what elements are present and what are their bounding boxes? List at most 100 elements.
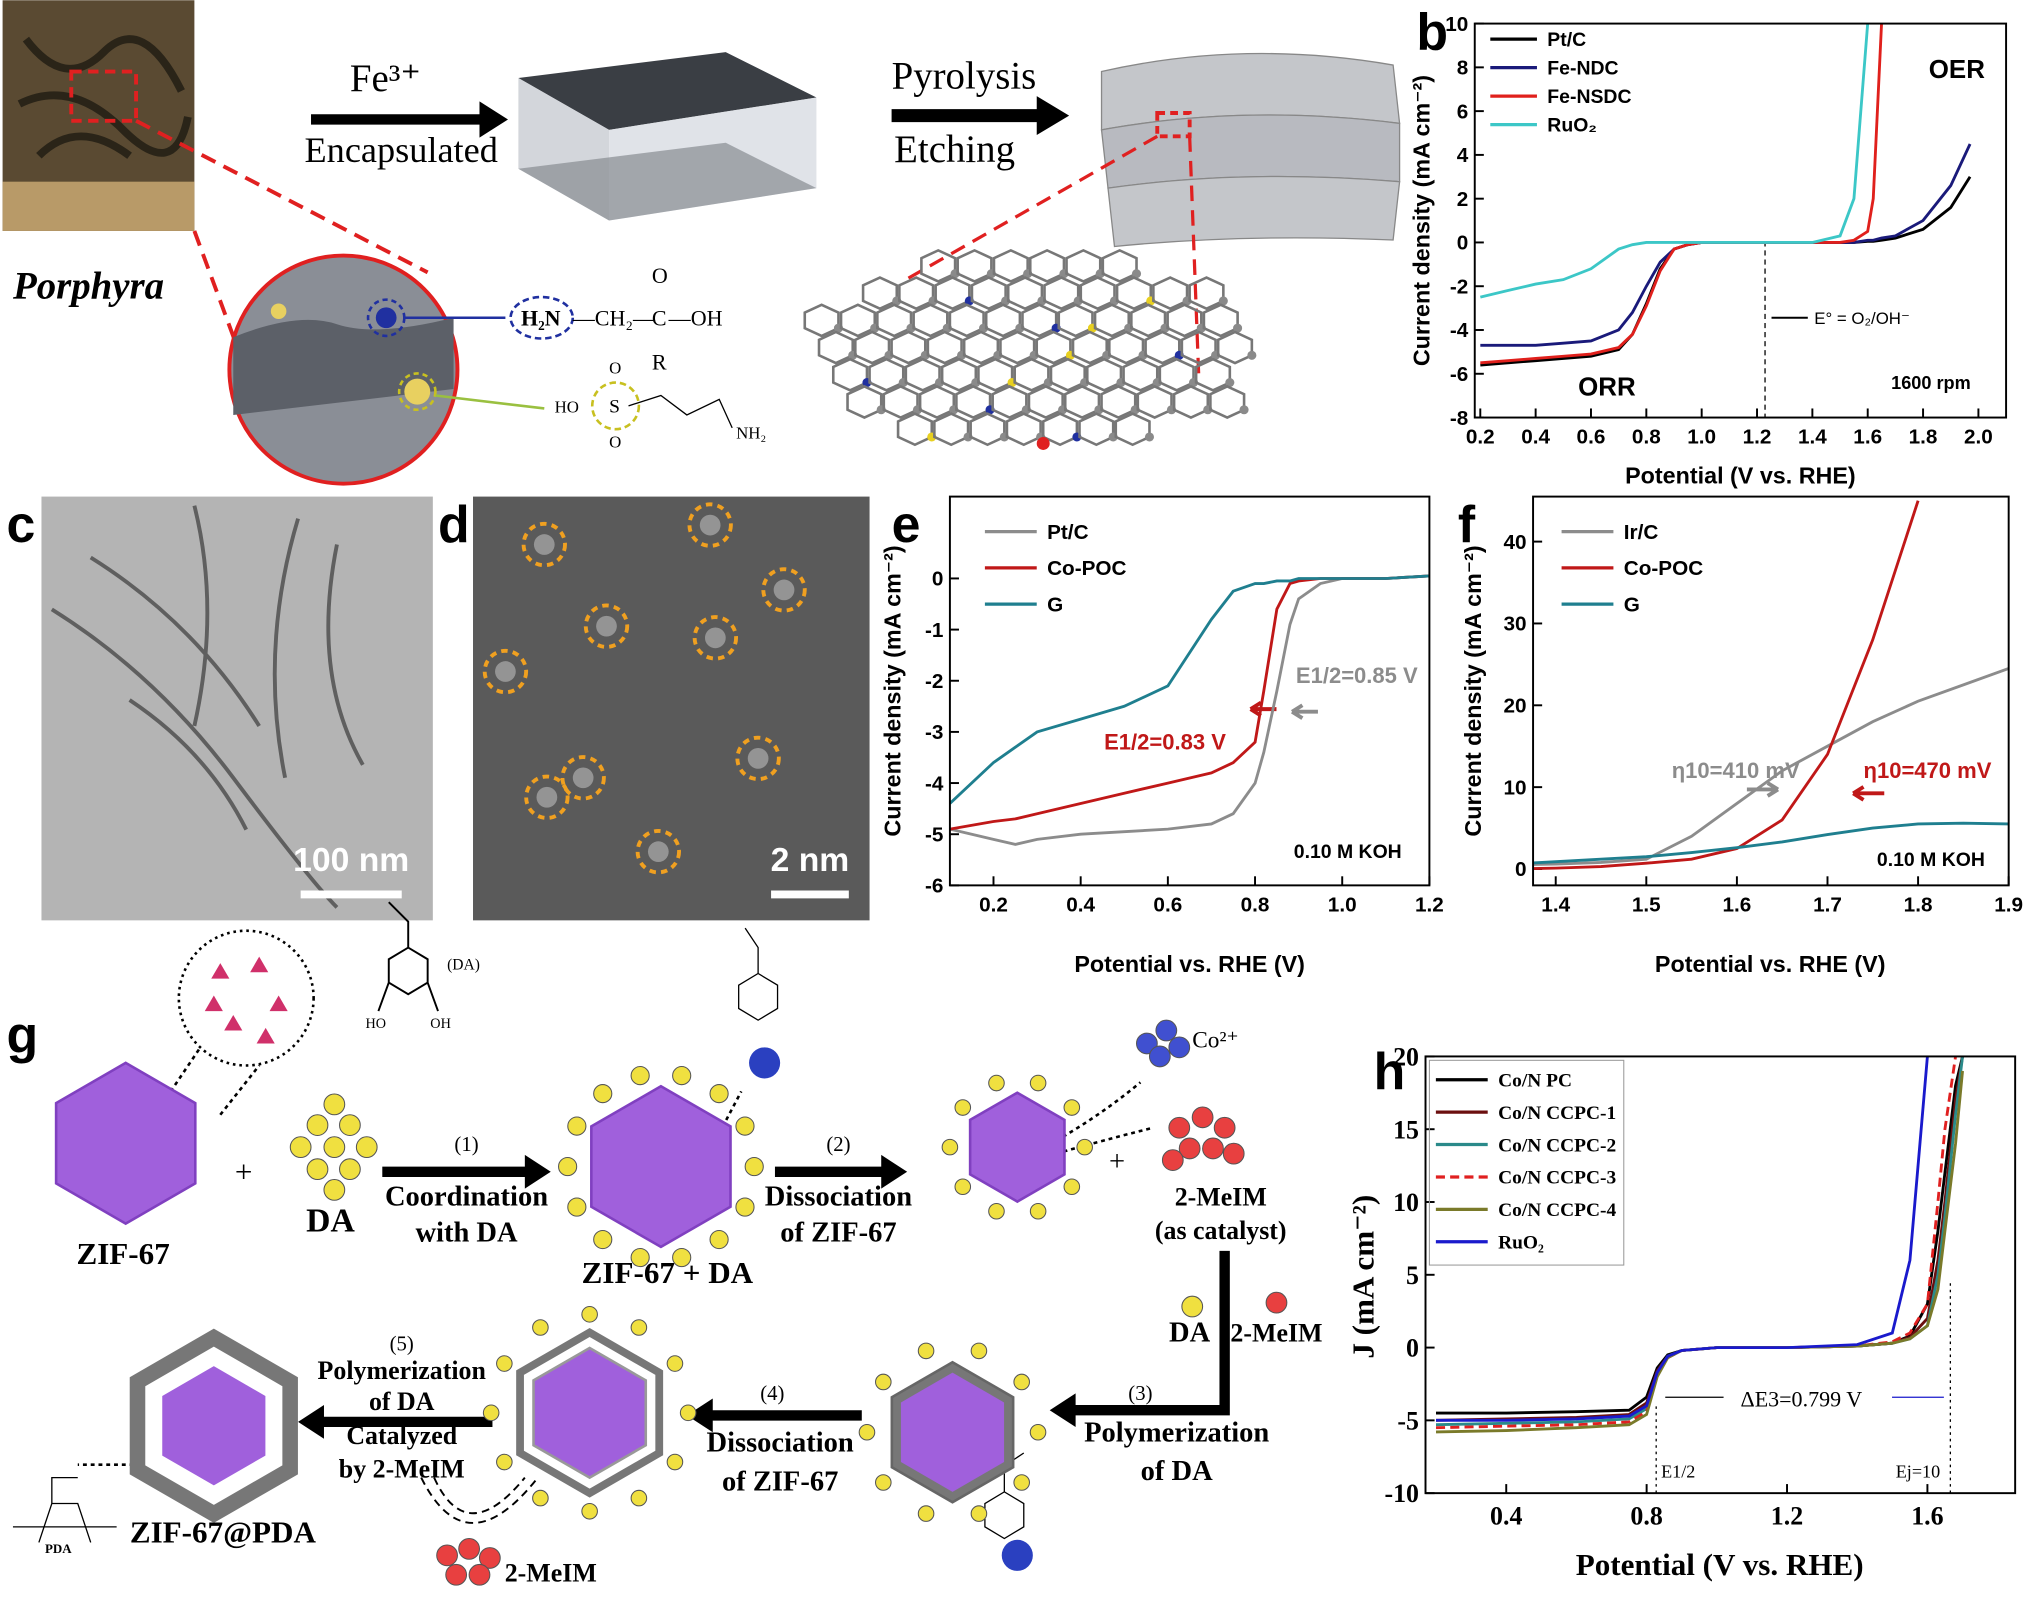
- zoom-line: [135, 119, 429, 275]
- graphene-ring: [1057, 303, 1094, 338]
- molecule: [377, 901, 439, 1012]
- graphene-ring: [933, 412, 970, 447]
- graphene-ring: [846, 385, 883, 419]
- graphene-ring: [1202, 303, 1239, 338]
- tetrahedron: [250, 956, 269, 973]
- graphene-ring: [904, 357, 941, 392]
- ball: [1148, 1045, 1171, 1068]
- y-tick-label: -6: [925, 875, 943, 898]
- annotation: OER: [1929, 56, 1985, 84]
- atom-marker: [687, 502, 733, 548]
- graphene-ring: [882, 385, 919, 419]
- label: (4): [760, 1383, 784, 1405]
- graphene-ring: [896, 412, 934, 447]
- chem-label: NH₂: [736, 423, 766, 442]
- chem-label: O: [652, 263, 668, 288]
- y-axis-label: Current density (mA cm⁻²): [1408, 75, 1434, 366]
- panel-d: 2 nm: [473, 496, 870, 921]
- legend-label: Co/N CCPC-3: [1498, 1168, 1616, 1189]
- ball: [496, 1453, 513, 1471]
- annotation: Ej=10: [1896, 1462, 1940, 1482]
- y-tick-label: -2: [1450, 275, 1468, 298]
- graphene-ring: [1115, 276, 1153, 311]
- y-tick-label: -10: [1384, 1479, 1419, 1508]
- y-tick-label: 10: [1393, 1188, 1419, 1217]
- ball: [1029, 1202, 1047, 1220]
- arrow-label: Encapsulated: [305, 130, 498, 170]
- molecule: [12, 1476, 117, 1543]
- arrow: [891, 96, 1070, 136]
- x-tick-label: 1.0: [1328, 893, 1357, 916]
- ball: [1063, 1099, 1081, 1116]
- tetrahedron: [224, 1014, 243, 1031]
- y-tick-label: -2: [925, 670, 943, 693]
- ball: [355, 1136, 378, 1159]
- atom-glow: [773, 579, 795, 601]
- legend-label: G: [1047, 593, 1063, 616]
- x-axis-label: Potential (V vs. RHE): [1625, 463, 1856, 489]
- hexagon: [968, 1091, 1066, 1204]
- atom-glow: [572, 767, 594, 789]
- ball: [1029, 1074, 1047, 1092]
- dotted-link: [77, 1036, 1154, 1466]
- tetrahedron: [211, 963, 230, 979]
- graphene-sheet: [803, 248, 1257, 450]
- ball: [666, 1453, 684, 1471]
- ball: [306, 1114, 329, 1136]
- bond: [628, 394, 733, 429]
- label: of DA: [369, 1387, 435, 1416]
- label: (3): [1128, 1383, 1152, 1405]
- legend-label: Pt/C: [1547, 29, 1586, 51]
- label: OH: [430, 1016, 451, 1032]
- ball: [917, 1342, 935, 1360]
- ball: [581, 1503, 598, 1520]
- graphene-ring: [962, 330, 1000, 365]
- graphene-ring: [1049, 357, 1086, 392]
- legend-label: RuO₂: [1498, 1233, 1544, 1254]
- x-tick-label: 0.2: [979, 893, 1008, 916]
- graphene-ring: [1065, 248, 1102, 283]
- oxygen-atom: [1036, 436, 1050, 450]
- panel-label: g: [6, 1006, 38, 1064]
- label: ZIF-67: [76, 1236, 169, 1271]
- panel-a: Porphyra H₂N —CH₂— C —OH O R HO S O O NH…: [2, 0, 1401, 486]
- graphene-ring: [1122, 357, 1159, 392]
- graphene-ring: [1216, 330, 1254, 365]
- x-tick-label: 1.6: [1911, 1501, 1943, 1530]
- label: (5): [390, 1334, 414, 1356]
- graphene-ring: [1021, 303, 1058, 338]
- carbon-atom: [1247, 350, 1257, 360]
- label: PDA: [45, 1541, 72, 1556]
- ball: [735, 1197, 755, 1217]
- ball: [630, 1319, 648, 1336]
- label: +: [235, 1154, 253, 1189]
- graphene-ring: [1035, 330, 1072, 365]
- graphene-ring: [991, 385, 1028, 419]
- chart: 0.2 0.4 0.6 0.8 1.0 1.2 -6 -5 -4 -3 -2 -1 0 Pt/C Co-PO…: [880, 495, 1444, 977]
- chart: 0.2 0.4 0.6 0.8 1.0 1.2 1.4 1.6 1.8 2.0 -8 -6 -4 -2 0 2…: [1408, 13, 2008, 489]
- y-tick-label: 8: [1457, 57, 1469, 80]
- chem-label: O: [609, 432, 621, 451]
- y-tick-label: -5: [925, 823, 943, 846]
- atom-glow: [704, 627, 726, 649]
- graphene-ring: [817, 330, 855, 365]
- y-tick-label: -3: [925, 721, 943, 744]
- graphene-ring: [1085, 357, 1123, 392]
- molecule: [738, 927, 779, 1021]
- graphene-ring: [918, 385, 956, 419]
- label: (as catalyst): [1155, 1216, 1287, 1245]
- ball: [496, 1355, 513, 1372]
- y-tick-label: -4: [925, 772, 944, 795]
- graphene-ring: [1136, 385, 1173, 419]
- ball: [1136, 1032, 1158, 1055]
- graphene-ring: [1100, 385, 1137, 419]
- graphene-ring: [926, 330, 963, 365]
- annotation: E1/2=0.83 V: [1104, 729, 1226, 754]
- legend-label: Fe-NDC: [1547, 57, 1618, 79]
- graphene-ring: [1013, 357, 1050, 392]
- graphene-ring: [1130, 303, 1167, 338]
- atom-marker: [521, 521, 567, 568]
- x-tick-label: 0.8: [1241, 893, 1270, 916]
- y-axis-label: Current density (mA cm⁻²): [880, 545, 906, 836]
- label: DA: [1169, 1318, 1211, 1349]
